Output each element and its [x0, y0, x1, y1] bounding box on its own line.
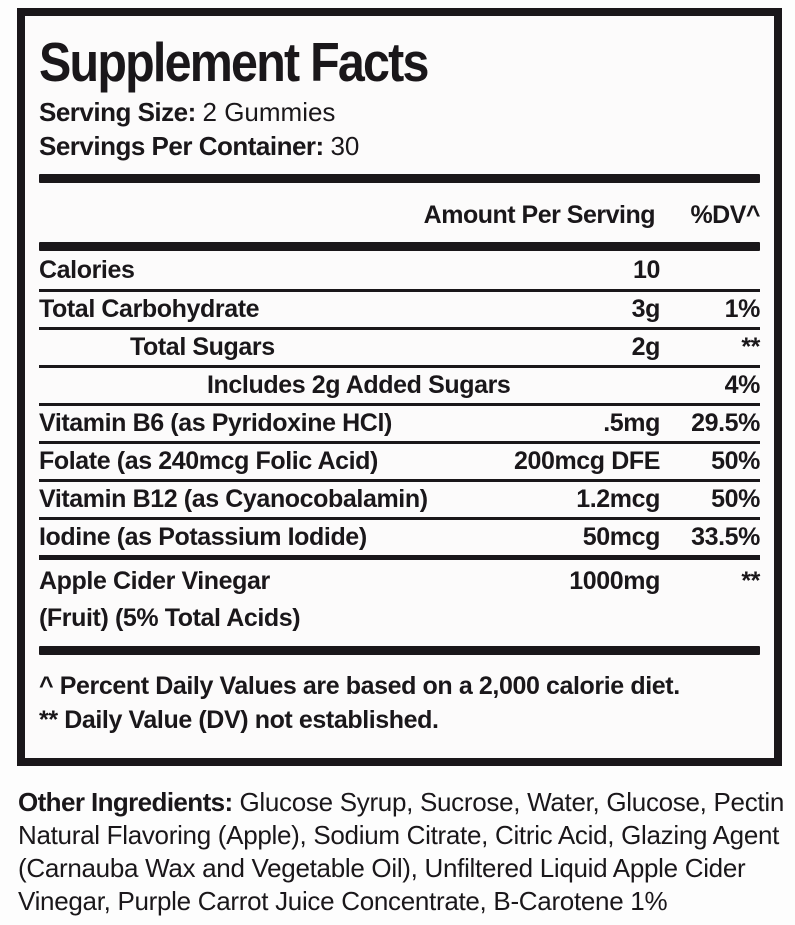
nutrient-table: Calories 10 Total Carbohydrate 3g 1% Tot…	[39, 251, 760, 644]
footnote-percent-dv: ^ Percent Daily Values are based on a 2,…	[39, 672, 680, 700]
header-percent-dv: %DV^	[690, 201, 760, 229]
panel-title: Supplement Facts	[39, 31, 429, 93]
row-vitamin-b12: Vitamin B12 (as Cyanocobalamin) 1.2mcg 5…	[39, 479, 760, 517]
nutrient-amount: 50mcg	[582, 523, 661, 551]
divider-thick-header	[39, 242, 760, 251]
nutrient-dv: **	[741, 333, 760, 361]
nutrient-dv: 33.5%	[691, 523, 760, 551]
nutrient-amount: 1.2mcg	[576, 485, 660, 513]
nutrient-amount: .5mg	[603, 409, 660, 437]
serving-size-value: 2 Gummies	[202, 97, 336, 127]
divider-thick-bottom	[39, 646, 760, 655]
nutrient-name: Includes 2g Added Sugars	[207, 371, 511, 399]
nutrient-dv: 1%	[724, 295, 761, 323]
nutrient-name: Apple Cider Vinegar	[39, 566, 270, 595]
footnote-dv-not-established: ** Daily Value (DV) not established.	[39, 706, 439, 734]
nutrient-name: Calories	[39, 255, 135, 284]
row-iodine: Iodine (as Potassium Iodide) 50mcg 33.5%	[39, 517, 760, 555]
row-added-sugars: Includes 2g Added Sugars 4%	[39, 365, 760, 403]
row-total-sugars: Total Sugars 2g **	[39, 327, 760, 365]
servings-per-container-label: Servings Per Container:	[39, 131, 324, 161]
nutrient-amount: 2g	[631, 333, 661, 361]
nutrient-name: Vitamin B6 (as Pyridoxine HCl)	[39, 409, 392, 437]
nutrient-amount: 1000mg	[569, 566, 660, 595]
servings-per-container-line: Servings Per Container: 30	[39, 131, 760, 162]
nutrient-name: Total Carbohydrate	[39, 295, 260, 323]
nutrient-dv: 50%	[711, 485, 760, 513]
nutrient-dv: 29.5%	[691, 409, 760, 437]
nutrient-name: Total Sugars	[130, 333, 275, 361]
serving-size-label: Serving Size:	[39, 97, 196, 127]
other-ingredients-section: Other Ingredients: Glucose Syrup, Sucros…	[18, 786, 784, 918]
servings-per-container-value: 30	[330, 131, 360, 161]
nutrient-name: Vitamin B12 (as Cyanocobalamin)	[39, 485, 428, 513]
table-header: Amount Per Serving %DV^	[39, 183, 761, 242]
serving-size-line: Serving Size: 2 Gummies	[39, 97, 760, 128]
nutrient-dv: **	[741, 566, 760, 595]
other-ingredients-line-4: Vinegar, Purple Carrot Juice Concentrate…	[18, 886, 668, 916]
supplement-facts-panel: Supplement Facts Serving Size: 2 Gummies…	[17, 8, 782, 766]
nutrient-dv: 50%	[711, 447, 760, 475]
row-total-carbohydrate: Total Carbohydrate 3g 1%	[39, 289, 760, 327]
footnotes: ^ Percent Daily Values are based on a 2,…	[39, 655, 760, 737]
row-apple-cider-vinegar: Apple Cider Vinegar 1000mg ** (Fruit) (5…	[39, 555, 760, 644]
nutrient-name: Folate (as 240mcg Folic Acid)	[39, 447, 378, 475]
nutrient-name: Iodine (as Potassium Iodide)	[39, 523, 367, 551]
other-ingredients-line-3: (Carnauba Wax and Vegetable Oil), Unfilt…	[18, 853, 746, 883]
header-amount-per-serving: Amount Per Serving	[423, 201, 656, 229]
nutrient-amount: 3g	[631, 295, 661, 323]
nutrient-name-line2: (Fruit) (5% Total Acids)	[39, 603, 301, 632]
divider-thick-top	[39, 174, 760, 183]
other-ingredients-line-1: Other Ingredients: Glucose Syrup, Sucros…	[18, 786, 784, 819]
other-ingredients-line-2: Natural Flavoring (Apple), Sodium Citrat…	[18, 820, 780, 850]
nutrient-amount: 10	[632, 255, 660, 284]
other-ingredients-text-1: Glucose Syrup, Sucrose, Water, Glucose, …	[239, 787, 785, 817]
row-folate: Folate (as 240mcg Folic Acid) 200mcg DFE…	[39, 441, 760, 479]
nutrient-amount: 200mcg DFE	[513, 447, 660, 475]
other-ingredients-label: Other Ingredients:	[18, 787, 233, 817]
row-calories: Calories 10	[39, 251, 760, 289]
nutrient-dv: 4%	[724, 371, 761, 399]
row-vitamin-b6: Vitamin B6 (as Pyridoxine HCl) .5mg 29.5…	[39, 403, 760, 441]
